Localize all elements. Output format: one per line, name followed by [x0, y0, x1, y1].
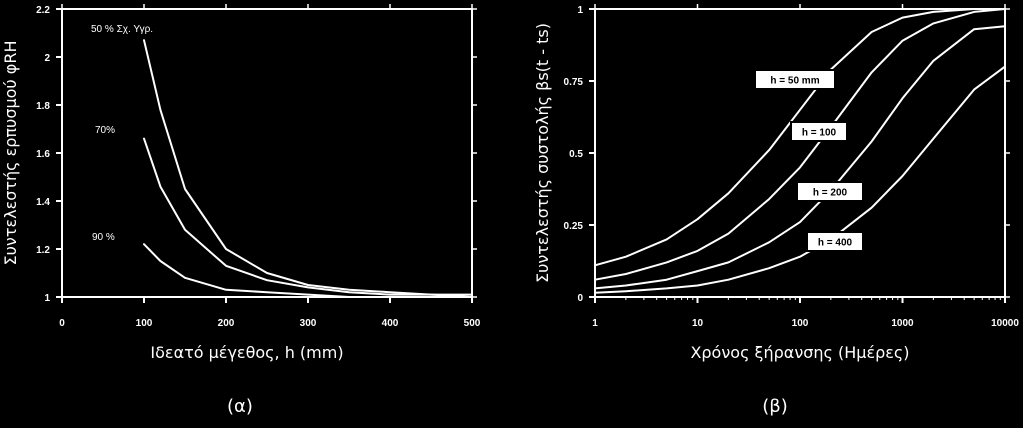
panel-a-series-line-2 [143, 137, 473, 298]
panel-b-chart: 1 10 100 1000 10000 0 0.25 0.5 0.75 1 h = 50 mm h… [533, 4, 1019, 417]
panel-b-y-tick-label: 0.25 [564, 221, 584, 232]
panel-b-x-tick-label: 1 [592, 318, 598, 329]
panel-b-series-box-100: h = 100 [790, 121, 848, 142]
panel-a-y-tick-label: 2 [44, 53, 50, 64]
panel-b-series-box-200: h = 200 [796, 181, 864, 202]
panel-a-series-line-1 [143, 39, 473, 296]
panel-b-series-label-50: h = 50 mm [770, 76, 819, 87]
panel-b-series-line-4 [594, 65, 1006, 294]
panel-a-x-tick-label: 100 [136, 318, 153, 329]
panel-b-y-tick-label: 1 [577, 5, 583, 16]
panel-b-y-tick-label: 0.5 [569, 149, 583, 160]
panel-a-y-tick-label: 1.6 [36, 149, 50, 160]
panel-a-series-line-3 [143, 243, 473, 298]
panel-b-y-axis-label: Συντελεστής συστολής βs(t - ts) [533, 23, 552, 283]
panel-b-series-line-2 [594, 8, 1006, 281]
panel-b-series-line-1 [594, 8, 1006, 267]
panel-a-x-tick-label: 200 [218, 318, 235, 329]
panel-a-ticks: 0 100 200 300 400 500 1 1.2 1.4 1.6 1.8 2 2.2 [36, 4, 481, 329]
panel-b-series-box-400-bg [806, 231, 864, 252]
panel-a-x-tick-label: 400 [382, 318, 399, 329]
panel-b-series-label-400: h = 400 [818, 238, 853, 249]
panel-a-y-axis-label: Συντελεστής ερπυσμού φRH [1, 41, 20, 266]
panel-a-label: (α) [227, 396, 253, 417]
panel-a-y-tick-label: 1 [44, 293, 50, 304]
panel-b-series-line-3 [594, 25, 1006, 290]
panel-a-series-label-50: 50 % Σχ. Υγρ. [91, 24, 153, 35]
panel-a-x-tick-label: 300 [300, 318, 317, 329]
panel-a-y-tick-label: 1.8 [36, 101, 50, 112]
panel-a-frame [61, 8, 473, 298]
panel-b-x-tick-label: 1000 [891, 318, 914, 329]
panel-a-chart: 0 100 200 300 400 500 1 1.2 1.4 1.6 1.8 2 2.2 50 % Σ… [1, 4, 481, 417]
panel-b-ticks: 1 10 100 1000 10000 0 0.25 0.5 0.75 1 [564, 4, 1019, 329]
panel-b-series-box-50-bg [754, 69, 836, 90]
panel-b-series-box-200-bg [796, 181, 864, 202]
panel-a-y-tick-label: 2.2 [36, 5, 50, 16]
panel-b-series-label-200: h = 200 [813, 188, 848, 199]
panel-b-series-box-400: h = 400 [806, 231, 864, 252]
panel-b-x-tick-label: 10 [692, 318, 704, 329]
panel-a-x-tick-label: 0 [59, 318, 65, 329]
panel-a-x-tick-label: 500 [464, 318, 481, 329]
panel-b-y-tick-label: 0.75 [564, 77, 584, 88]
panel-a-series-label-70: 70% [95, 125, 115, 136]
panel-a-x-axis-label: Ιδεατό μέγεθος, h (mm) [150, 343, 343, 362]
panel-a-curves [143, 39, 473, 298]
panel-a-series-label-90: 90 % [92, 232, 115, 243]
panel-b-series-label-100: h = 100 [802, 128, 837, 139]
panel-a-y-tick-label: 1.2 [36, 245, 50, 256]
panel-b-x-tick-label: 100 [792, 318, 809, 329]
panel-b-y-tick-label: 0 [577, 293, 583, 304]
panel-a-y-tick-label: 1.4 [36, 197, 50, 208]
panel-b-series-box-50: h = 50 mm [754, 69, 836, 90]
panel-b-series-box-100-bg [790, 121, 848, 142]
panel-b-label: (β) [762, 396, 788, 417]
panel-b-curves [594, 8, 1006, 294]
panel-b-x-tick-label: 10000 [991, 318, 1019, 329]
panel-b-x-axis-label: Χρόνος ξήρανσης (Ημέρες) [690, 343, 909, 362]
